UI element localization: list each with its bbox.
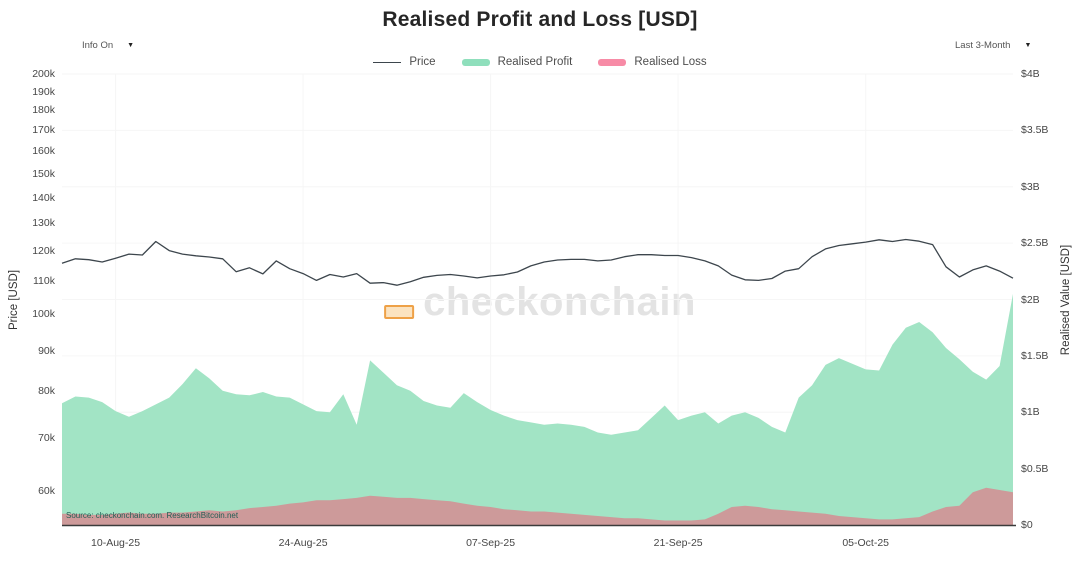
legend-label-price: Price bbox=[409, 56, 436, 68]
realised-loss-swatch bbox=[598, 58, 627, 66]
realised-profit-swatch bbox=[461, 58, 490, 66]
legend-label-realised-loss: Realised Loss bbox=[634, 56, 707, 68]
source-note: Source: checkonchain.com. ResearchBitcoi… bbox=[66, 511, 239, 520]
info-toggle-label: Info On bbox=[82, 40, 114, 51]
realised-profit-area bbox=[62, 293, 1013, 525]
right-axis-title: Realised Value [USD] bbox=[1060, 244, 1072, 356]
chart-legend: Price Realised Profit Realised Loss bbox=[0, 56, 1080, 68]
timeframe-label: Last 3-Month bbox=[955, 40, 1011, 51]
watermark-logo-icon bbox=[384, 305, 415, 319]
legend-item-realised-loss[interactable]: Realised Loss bbox=[598, 56, 707, 68]
realised-loss-area bbox=[62, 487, 1013, 525]
legend-label-realised-profit: Realised Profit bbox=[497, 56, 573, 68]
price-line bbox=[61, 238, 1014, 286]
chevron-down-icon: ▼ bbox=[1024, 42, 1032, 49]
legend-item-realised-profit[interactable]: Realised Profit bbox=[461, 56, 573, 68]
timeframe-dropdown[interactable]: Last 3-Month ▼ bbox=[955, 40, 1031, 51]
left-axis-title: Price [USD] bbox=[8, 269, 20, 331]
watermark-text: checkonchain bbox=[423, 280, 696, 324]
checkonchain-watermark: checkonchain bbox=[384, 282, 696, 322]
page-title: Realised Profit and Loss [USD] bbox=[382, 8, 698, 31]
info-toggle-dropdown[interactable]: Info On ▼ bbox=[82, 40, 134, 51]
price-line-swatch bbox=[373, 61, 402, 63]
chevron-down-icon: ▼ bbox=[127, 42, 135, 49]
legend-item-price[interactable]: Price bbox=[373, 56, 436, 68]
